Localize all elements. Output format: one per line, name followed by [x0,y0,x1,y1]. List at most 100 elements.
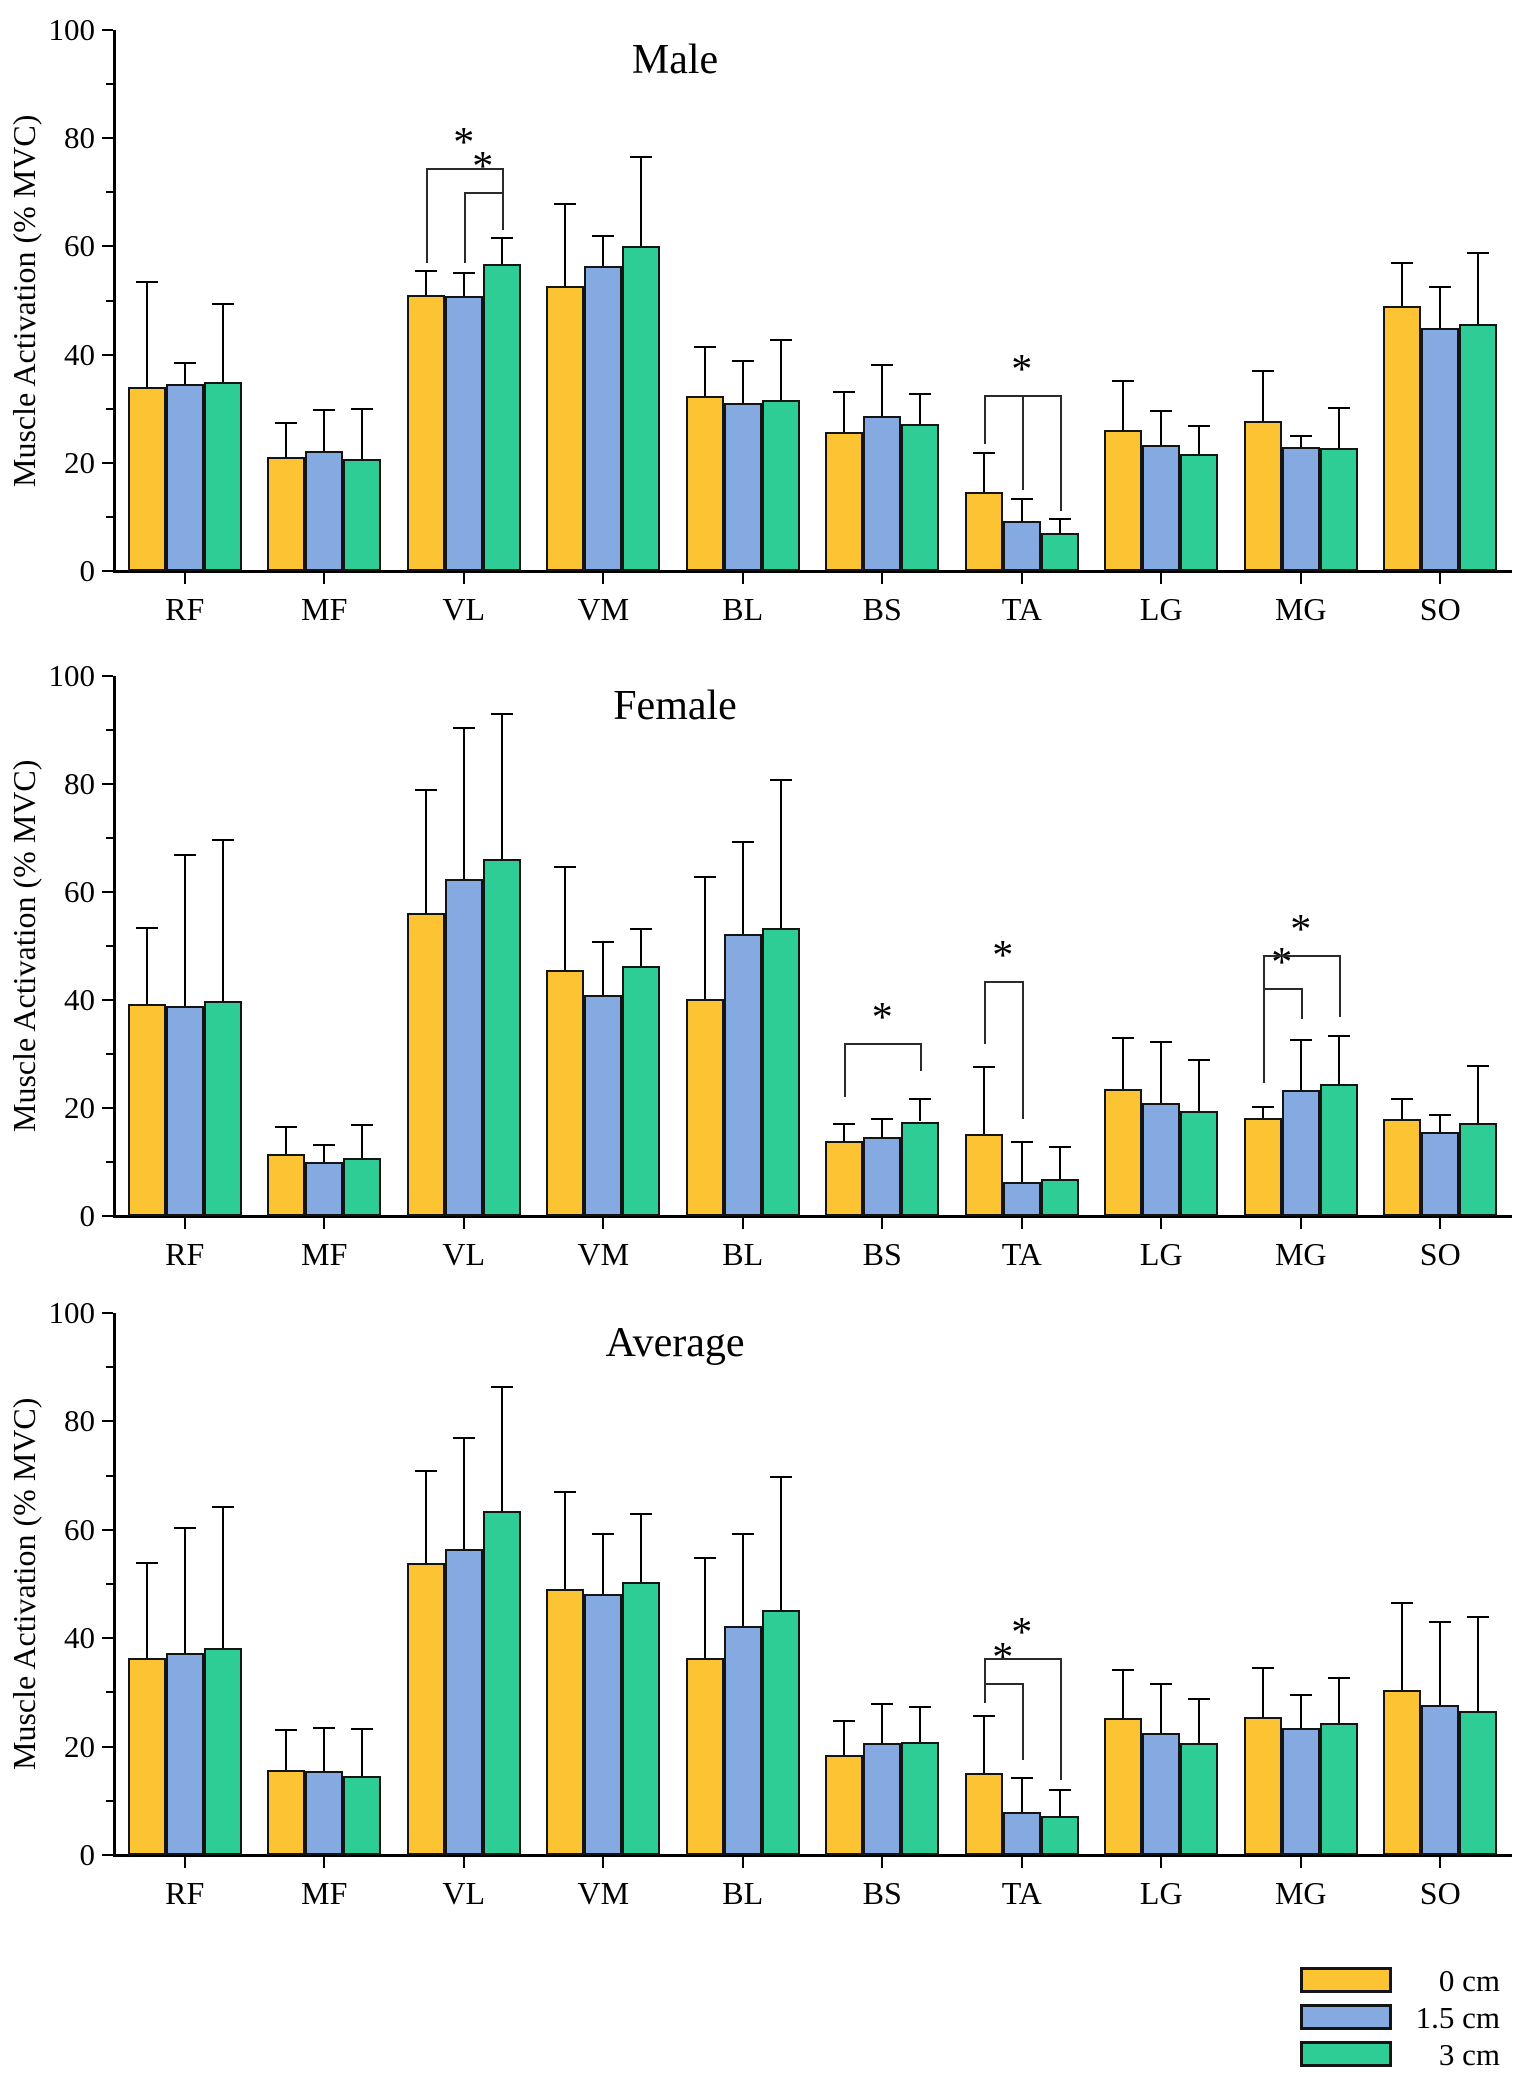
error-bar [881,1703,884,1744]
bar-ta-0cm [964,1134,1003,1216]
bar-lg-3cm [1180,1743,1219,1855]
x-tick-label-vl: VL [442,1236,486,1272]
error-bar-cap [275,1126,298,1129]
error-bar [1401,1098,1404,1120]
bar-mf-1.5cm [305,450,344,571]
error-bar [919,1098,922,1122]
bar-rf-3cm [203,382,242,571]
error-bar-cap [769,338,792,341]
error-bar [361,1728,364,1776]
error-bar-cap [1289,1038,1312,1041]
y-tick-label: 40 [64,1620,95,1656]
error-bar-cap [1391,1601,1414,1604]
error-bar [1477,1615,1480,1711]
error-bar [1337,1676,1340,1724]
x-tick [183,1857,186,1868]
error-bar-cap [414,270,437,273]
error-bar-cap [833,1122,856,1125]
error-bar-cap [769,1475,792,1478]
error-bar-cap [731,360,754,362]
x-tick [1160,573,1163,584]
error-bar [221,1506,224,1648]
error-bar [424,270,427,296]
error-bar [1261,369,1264,422]
error-bar [285,1126,288,1154]
y-tick-label: 40 [64,982,95,1017]
x-tick [1160,1857,1163,1868]
y-major-tick [102,1854,113,1856]
error-bar [1299,1038,1302,1091]
bar-bs-1.5cm [863,1743,902,1855]
significance-bracket-leg [1059,395,1062,512]
y-minor-tick [106,1161,113,1163]
bar-ta-1.5cm [1002,1811,1041,1855]
error-bar-cap [1327,407,1350,410]
x-tick [1299,1218,1302,1229]
bar-ta-3cm [1040,533,1079,571]
error-bar [741,840,744,935]
error-bar-cap [211,1506,234,1509]
x-tick-label-rf: RF [165,1236,205,1272]
error-bar-cap [1429,1114,1452,1117]
error-bar [145,281,148,388]
error-bar-cap [693,345,716,348]
bar-vl-3cm [482,264,521,571]
error-bar-cap [414,789,437,792]
bar-vl-3cm [482,1510,521,1855]
bar-mf-0cm [267,456,306,571]
error-bar [1401,262,1404,306]
y-minor-tick [106,1691,113,1694]
error-bar [1160,1041,1163,1103]
significance-bracket-leg [983,981,986,1045]
error-bar-cap [313,409,336,412]
x-tick-label-vm: VM [577,1236,630,1272]
x-tick [602,1218,605,1229]
bar-bs-0cm [825,1141,864,1216]
error-bar [564,866,567,970]
panel-male: Male Muscle Activation (% MVC) 0 20 40 60 80… [0,14,1537,625]
error-bar-cap [452,271,475,274]
significance-bracket-leg [463,192,466,263]
bar-mg-1.5cm [1281,1090,1320,1216]
bar-ta-3cm [1040,1815,1079,1855]
x-tick-label-vm: VM [577,1875,630,1911]
y-axis-label: Muscle Activation (% MVC) [6,1397,42,1771]
y-minor-tick [106,729,113,731]
error-bar [640,927,643,966]
significance-bracket-leg [1262,954,1265,1084]
bar-so-0cm [1383,1119,1422,1216]
y-minor-tick [106,299,113,302]
bar-vm-0cm [546,1588,585,1855]
error-bar-cap [173,1526,196,1529]
panel-title-male: Male [631,37,719,83]
y-minor-tick [106,1583,113,1585]
bar-vm-0cm [546,969,585,1216]
bar-bl-3cm [761,400,800,571]
bar-mg-0cm [1243,1716,1282,1855]
error-bar-cap [1010,497,1033,500]
x-tick [183,573,186,584]
bar-vl-1.5cm [444,296,483,571]
error-bar-cap [693,1556,716,1559]
error-bar [843,1122,846,1142]
error-bar-cap [490,712,513,715]
error-bar-cap [1150,409,1173,412]
significance-bracket-leg [1300,987,1303,1019]
significance-star: * [992,1635,1014,1682]
error-bar-cap [1112,1668,1135,1671]
error-bar [1020,1777,1023,1812]
bar-rf-3cm [203,1000,242,1216]
y-minor-tick [106,191,113,194]
x-tick [1020,1857,1023,1868]
bar-mf-3cm [343,459,382,571]
error-bar-cap [1391,1098,1414,1101]
x-tick-label-mg: MG [1274,1236,1327,1272]
error-bar-cap [1289,435,1312,438]
x-axis-line [113,1215,1512,1218]
bar-rf-3cm [203,1647,242,1855]
bar-vm-3cm [622,965,661,1216]
bar-mg-3cm [1319,448,1358,571]
significance-bracket [1262,954,1341,957]
bar-so-1.5cm [1421,328,1460,571]
y-major-tick [102,570,113,572]
